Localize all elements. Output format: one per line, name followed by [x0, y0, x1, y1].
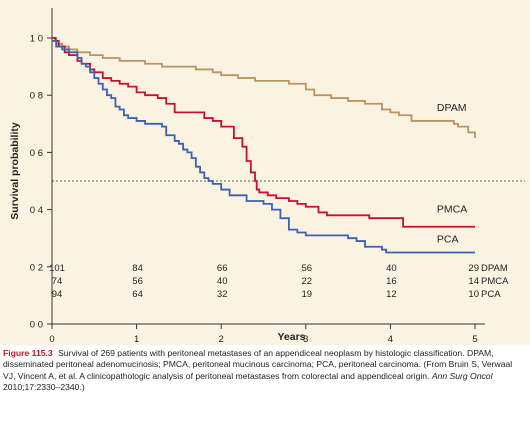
x-axis-title: Years: [277, 331, 305, 343]
x-tick-label: 3: [303, 334, 308, 345]
series-label-pmca: PMCA: [437, 203, 467, 215]
x-tick-label: 0: [49, 334, 54, 345]
at-risk-value-pca: 64: [132, 289, 143, 300]
y-tick-label: 0 8: [30, 91, 43, 102]
at-risk-value-pmca: 22: [302, 276, 313, 287]
series-line-dpam: [52, 37, 476, 139]
at-risk-value-dpam: 40: [386, 263, 397, 274]
figure-label: Figure 115.3: [3, 348, 53, 358]
at-risk-value-pca: 32: [217, 289, 228, 300]
series-line-pmca: [52, 37, 475, 228]
caption-citation: 2010;17:2330–2340.): [3, 382, 85, 393]
caption-text: Survival of 269 patients with peritoneal…: [3, 348, 513, 381]
at-risk-value-dpam: 84: [132, 263, 143, 274]
at-risk-row-label-pmca: PMCA: [481, 276, 509, 287]
y-tick-label: 0 4: [30, 205, 43, 216]
x-tick-label: 5: [472, 334, 477, 345]
y-tick-label: 0 0: [30, 320, 43, 331]
y-tick-label: 1 0: [30, 34, 43, 45]
at-risk-value-pca: 12: [386, 289, 397, 300]
at-risk-value-pmca: 56: [132, 276, 143, 287]
x-tick-label: 4: [388, 334, 393, 345]
caption-journal: Ann Surg Oncol: [431, 370, 493, 381]
series-label-dpam: DPAM: [437, 102, 467, 114]
x-tick-label: 1: [134, 334, 139, 345]
y-axis-title: Survival probability: [9, 122, 21, 220]
at-risk-row-label-pca: PCA: [481, 289, 501, 300]
at-risk-value-dpam: 29: [468, 263, 479, 274]
at-risk-value-dpam: 101: [49, 263, 65, 274]
y-tick-label: 0 6: [30, 148, 43, 159]
series-line-pca: [52, 39, 475, 254]
at-risk-value-pca: 10: [468, 289, 479, 300]
y-tick-label: 0 2: [30, 262, 43, 273]
x-tick-label: 2: [219, 334, 224, 345]
at-risk-value-pca: 94: [52, 289, 63, 300]
at-risk-value-pmca: 16: [386, 276, 397, 287]
at-risk-value-pmca: 40: [217, 276, 228, 287]
at-risk-value-pmca: 74: [52, 276, 63, 287]
series-label-pca: PCA: [437, 233, 459, 245]
at-risk-row-label-dpam: DPAM: [481, 263, 508, 274]
at-risk-value-pmca: 14: [468, 276, 479, 287]
figure-caption: Figure 115.3 Survival of 269 patients wi…: [3, 348, 525, 394]
at-risk-value-dpam: 56: [302, 263, 313, 274]
at-risk-value-dpam: 66: [217, 263, 228, 274]
at-risk-value-pca: 19: [302, 289, 313, 300]
